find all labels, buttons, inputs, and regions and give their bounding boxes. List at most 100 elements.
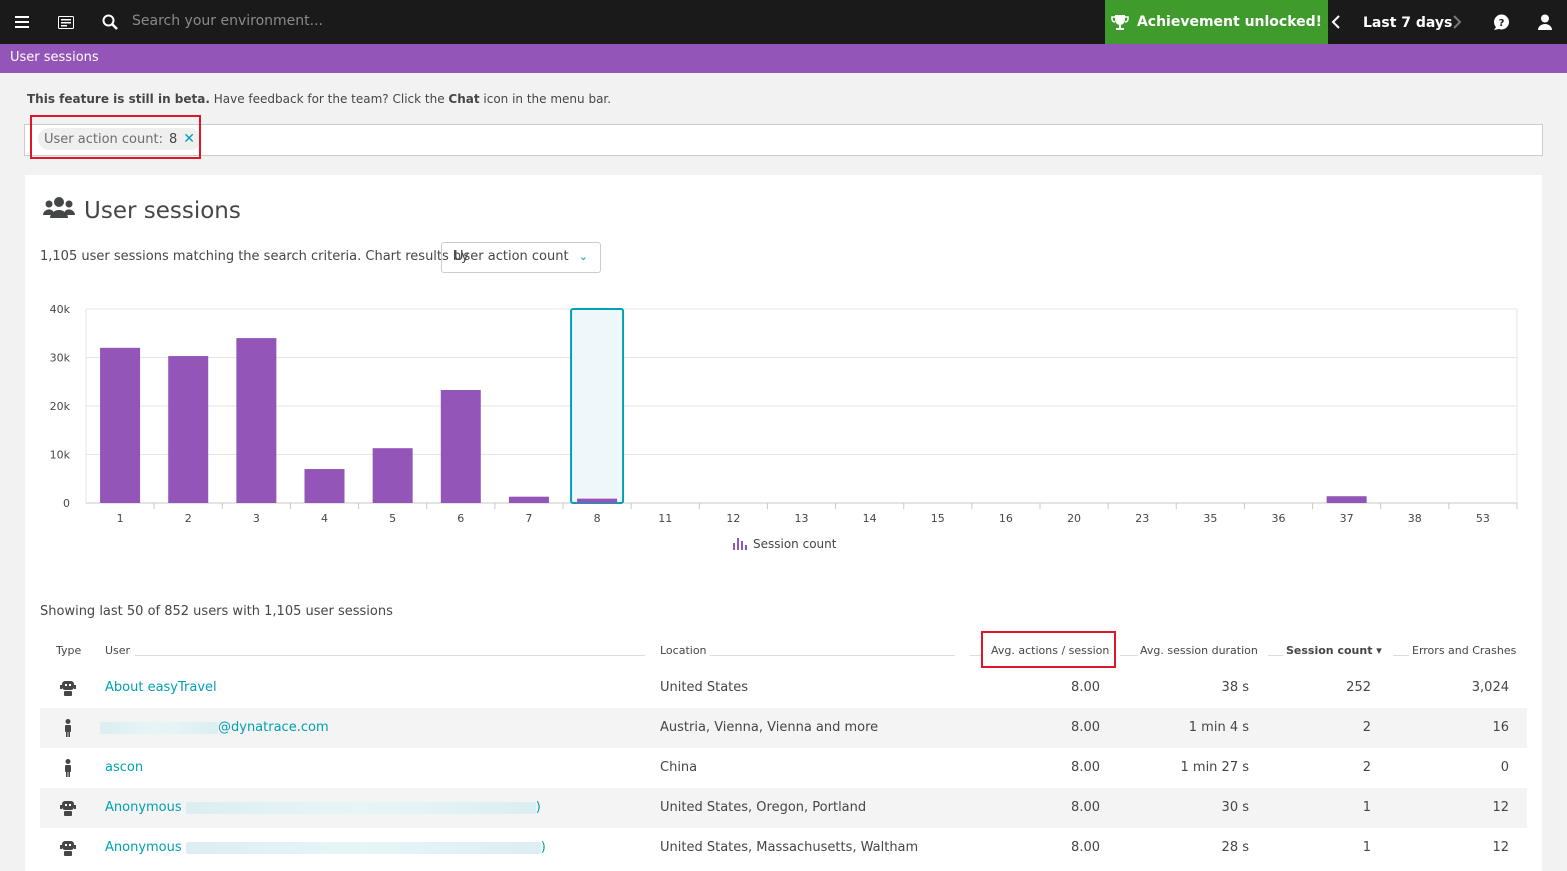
x-tick-label: 15 xyxy=(931,512,945,525)
filter-bar[interactable] xyxy=(24,124,1543,156)
chat-icon[interactable]: ? xyxy=(1490,0,1512,44)
page-title: User sessions xyxy=(10,50,99,65)
location-cell: United States, Massachusetts, Waltham xyxy=(660,840,919,855)
bar-8[interactable] xyxy=(577,498,618,503)
beta-notice: This feature is still in beta. Have feed… xyxy=(27,92,611,106)
user-account-icon[interactable] xyxy=(1534,0,1556,44)
x-tick-label: 5 xyxy=(389,512,396,525)
bar-2[interactable] xyxy=(168,356,209,503)
avg-duration-cell: 28 s xyxy=(1221,840,1249,855)
user-sessions-card xyxy=(25,175,1542,871)
column-header-type[interactable]: Type xyxy=(56,644,82,657)
x-tick-label: 12 xyxy=(726,512,740,525)
column-header-session-count[interactable]: Session count ▾ xyxy=(1286,644,1382,657)
table-summary: Showing last 50 of 852 users with 1,105 … xyxy=(40,604,393,619)
y-tick-label: 20k xyxy=(50,400,71,413)
column-header-user[interactable]: User xyxy=(105,644,131,657)
header-divider xyxy=(135,655,645,656)
header-divider xyxy=(970,655,982,656)
robot-icon xyxy=(58,798,78,818)
bar-1[interactable] xyxy=(100,347,141,503)
avg-actions-cell: 8.00 xyxy=(1071,800,1100,815)
user-link[interactable]: Anonymous ) xyxy=(105,840,546,855)
x-tick-label: 16 xyxy=(999,512,1013,525)
results-summary: 1,105 user sessions matching the search … xyxy=(40,249,469,264)
x-tick-label: 36 xyxy=(1272,512,1286,525)
location-cell: United States, Oregon, Portland xyxy=(660,800,867,815)
x-tick-label: 4 xyxy=(321,512,328,525)
person-icon xyxy=(58,758,78,778)
bar-4[interactable] xyxy=(304,469,345,503)
page-title-bar: User sessions xyxy=(0,44,1567,73)
filter-remove-icon[interactable]: ✕ xyxy=(183,131,195,147)
x-tick-label: 20 xyxy=(1067,512,1081,525)
table-row[interactable]: Anonymous ) United States, Massachusetts,… xyxy=(40,828,1527,868)
timeframe-next-icon[interactable] xyxy=(1447,0,1467,44)
bar-5[interactable] xyxy=(372,448,413,503)
x-tick-label: 11 xyxy=(658,512,672,525)
location-cell: United States xyxy=(660,680,749,695)
timeframe-selector[interactable]: Last 7 days xyxy=(1363,15,1453,31)
top-menu-bar: Search your environment... Achievement u… xyxy=(0,0,1567,44)
avg-duration-cell: 1 min 4 s xyxy=(1188,720,1249,735)
filter-chip-value: 8 xyxy=(168,131,178,147)
redacted-text xyxy=(185,841,541,854)
filter-chip[interactable]: User action count: 8 ✕ xyxy=(38,128,201,150)
x-tick-label: 3 xyxy=(253,512,260,525)
x-tick-label: 14 xyxy=(863,512,877,525)
dashboard-icon[interactable] xyxy=(52,0,80,44)
chart-by-dropdown[interactable]: User action count ⌄ xyxy=(441,242,601,273)
table-row[interactable]: Anonymous ) United States, Oregon, Portla… xyxy=(40,788,1527,828)
table-row[interactable]: @dynatrace.com Austria, Vienna, Vienna an… xyxy=(40,708,1527,748)
bar-7[interactable] xyxy=(508,496,549,503)
beta-notice-text-1: Have feedback for the team? Click the xyxy=(209,92,449,106)
header-divider xyxy=(1393,655,1409,656)
errors-cell: 3,024 xyxy=(1471,680,1509,695)
avg-actions-cell: 8.00 xyxy=(1071,680,1100,695)
user-link[interactable]: ascon xyxy=(105,760,144,775)
table-row[interactable]: ascon China 8.00 1 min 27 s 2 0 xyxy=(40,748,1527,788)
session-count-cell: 252 xyxy=(1346,680,1371,695)
achievement-unlocked-button[interactable]: Achievement unlocked! xyxy=(1105,0,1328,44)
column-header-errors[interactable]: Errors and Crashes xyxy=(1412,644,1517,657)
bar-6[interactable] xyxy=(440,389,481,503)
beta-notice-chat: Chat xyxy=(448,92,480,106)
robot-icon xyxy=(58,838,78,858)
bar-37[interactable] xyxy=(1326,496,1367,503)
session-count-cell: 2 xyxy=(1362,720,1371,735)
user-link[interactable]: About easyTravel xyxy=(105,680,217,695)
user-link[interactable]: @dynatrace.com xyxy=(100,720,329,735)
column-header-location[interactable]: Location xyxy=(660,644,707,657)
timeframe-previous-icon[interactable] xyxy=(1326,0,1346,44)
column-header-avg-duration[interactable]: Avg. session duration xyxy=(1140,644,1258,657)
x-tick-label: 53 xyxy=(1476,512,1490,525)
x-tick-label: 37 xyxy=(1340,512,1354,525)
search-input[interactable]: Search your environment... xyxy=(132,13,323,29)
avg-duration-cell: 1 min 27 s xyxy=(1180,760,1250,775)
bar-3[interactable] xyxy=(236,338,277,503)
location-cell: Austria, Vienna, Vienna and more xyxy=(660,720,879,735)
x-tick-label: 1 xyxy=(117,512,124,525)
table-row[interactable]: About easyTravel United States 8.00 38 s 252… xyxy=(40,668,1527,708)
errors-cell: 12 xyxy=(1492,800,1509,815)
search-icon[interactable] xyxy=(96,0,124,44)
selected-bar-highlight[interactable] xyxy=(570,308,625,504)
hamburger-menu-icon[interactable] xyxy=(8,0,36,44)
avg-actions-cell: 8.00 xyxy=(1071,840,1100,855)
session-count-cell: 2 xyxy=(1362,760,1371,775)
column-header-avg-actions[interactable]: Avg. actions / session xyxy=(991,644,1110,657)
y-tick-label: 0 xyxy=(63,497,70,510)
location-cell: China xyxy=(660,760,698,775)
x-tick-label: 23 xyxy=(1135,512,1149,525)
beta-notice-bold: This feature is still in beta. xyxy=(27,92,210,106)
errors-cell: 16 xyxy=(1492,720,1509,735)
avg-duration-cell: 38 s xyxy=(1221,680,1249,695)
session-count-cell: 1 xyxy=(1362,800,1371,815)
y-tick-label: 10k xyxy=(50,449,71,462)
bar-chart-legend-icon xyxy=(733,538,747,550)
header-divider xyxy=(1268,655,1283,656)
avg-duration-cell: 30 s xyxy=(1221,800,1249,815)
user-link[interactable]: Anonymous ) xyxy=(105,800,541,815)
x-tick-label: 8 xyxy=(594,512,601,525)
